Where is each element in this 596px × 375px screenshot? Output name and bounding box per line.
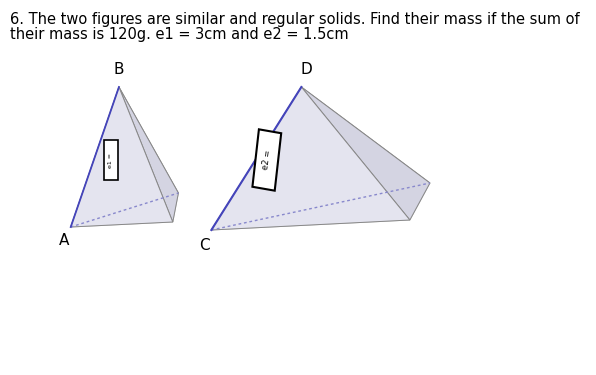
Polygon shape: [119, 87, 178, 222]
Polygon shape: [71, 87, 178, 227]
Polygon shape: [212, 183, 430, 230]
Text: e1 =: e1 =: [108, 153, 113, 168]
Bar: [104, 140, 118, 180]
Polygon shape: [212, 87, 410, 230]
Text: C: C: [200, 238, 210, 253]
Polygon shape: [71, 193, 178, 227]
Text: 6. The two figures are similar and regular solids. Find their mass if the sum of: 6. The two figures are similar and regul…: [10, 12, 579, 27]
Text: A: A: [59, 233, 70, 248]
Polygon shape: [212, 87, 430, 230]
Text: their mass is 120g. e1 = 3cm and e2 = 1.5cm: their mass is 120g. e1 = 3cm and e2 = 1.…: [10, 27, 348, 42]
Bar: [253, 129, 281, 190]
Text: D: D: [300, 62, 312, 77]
Text: e2 =: e2 =: [261, 149, 272, 171]
Text: B: B: [114, 62, 124, 77]
Polygon shape: [302, 87, 430, 220]
Polygon shape: [71, 87, 173, 227]
